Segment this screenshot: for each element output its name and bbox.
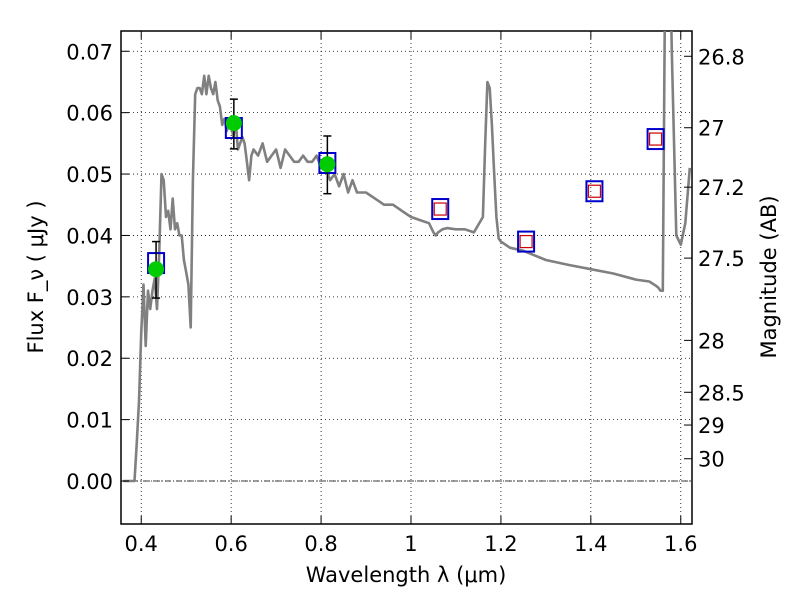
y-tick-label: 0.02 <box>66 347 113 371</box>
sed-model-layer <box>123 31 692 483</box>
x-tick-label: 1.4 <box>574 532 607 556</box>
ticks-layer: 0.4 0.6 0.8 1 1.2 1.4 1.6 0.00 0.01 0.02 0.03 0.04 0… <box>66 31 745 556</box>
x-tick-label: 1 <box>404 532 417 556</box>
mag-tick-label: 28 <box>698 329 725 353</box>
markers-layer <box>147 98 665 299</box>
y-tick-label: 0.07 <box>66 40 113 64</box>
x-tick-label: 0.4 <box>125 532 158 556</box>
y-tick-label: 0.05 <box>66 163 113 187</box>
x-tick-label: 0.8 <box>304 532 337 556</box>
y-tick-label: 0.04 <box>66 224 113 248</box>
y-axis-label: Flux F_ν ( μJy ) <box>24 200 49 353</box>
mag-tick-label: 29 <box>698 414 725 438</box>
sed-model-line <box>123 31 692 483</box>
mag-tick-label: 27 <box>698 117 725 141</box>
model-photometry-square <box>646 128 665 151</box>
observed-point <box>225 115 242 132</box>
y-tick-label: 0.01 <box>66 409 113 433</box>
observed-point <box>148 261 165 278</box>
y-tick-label: 0.00 <box>66 470 113 494</box>
mag-tick-label: 28.5 <box>698 381 745 405</box>
y-tick-label: 0.03 <box>66 286 113 310</box>
upper-limit-marker <box>648 132 663 146</box>
y2-axis-label: Magnitude (AB) <box>757 195 781 358</box>
observed-point <box>319 156 336 173</box>
x-axis-label: Wavelength λ (μm) <box>306 563 507 587</box>
mag-tick-label: 27.2 <box>698 176 745 200</box>
upper-limit-marker <box>587 184 602 198</box>
y-tick-label: 0.06 <box>66 102 113 126</box>
mag-tick-label: 30 <box>698 448 725 472</box>
mag-tick-label: 26.8 <box>698 45 745 69</box>
x-tick-label: 0.6 <box>214 532 247 556</box>
upper-limit-marker <box>519 234 533 249</box>
mag-tick-label: 27.5 <box>698 247 745 271</box>
model-photometry-square <box>585 180 604 203</box>
grid <box>121 31 692 524</box>
x-tick-label: 1.6 <box>664 532 697 556</box>
x-tick-label: 1.2 <box>484 532 517 556</box>
upper-limit-marker <box>433 202 447 216</box>
plot-frame <box>120 30 693 525</box>
model-photometry-square <box>431 198 450 221</box>
model-photometry-square <box>517 230 536 253</box>
